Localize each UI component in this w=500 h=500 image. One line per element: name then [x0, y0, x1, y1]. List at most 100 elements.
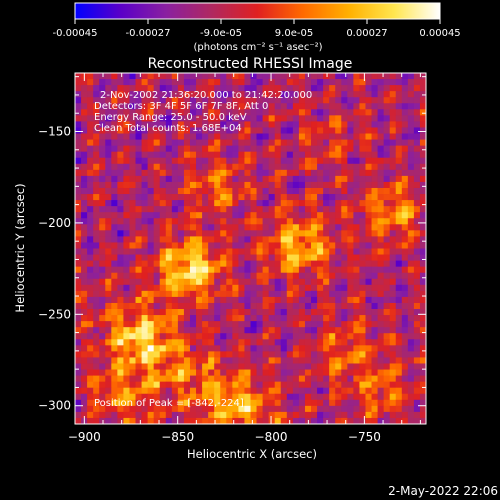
heatmap-cell	[365, 133, 372, 140]
heatmap-cell	[135, 97, 142, 104]
heatmap-cell	[323, 212, 330, 219]
heatmap-cell	[87, 145, 94, 153]
heatmap-cell	[189, 103, 197, 110]
heatmap-cell	[274, 387, 282, 395]
heatmap-cell	[268, 200, 276, 207]
heatmap-cell	[274, 302, 282, 310]
heatmap-cell	[323, 145, 330, 153]
heatmap-cell	[99, 145, 106, 153]
heatmap-cell	[256, 375, 263, 383]
heatmap-cell	[323, 121, 330, 128]
heatmap-cell	[298, 345, 306, 352]
heatmap-cell	[220, 399, 227, 407]
heatmap-cell	[159, 230, 167, 237]
heatmap-cell	[298, 272, 306, 280]
heatmap-cell	[365, 309, 372, 316]
heatmap-cell	[329, 399, 336, 407]
heatmap-cell	[389, 91, 397, 98]
heatmap-cell	[377, 139, 385, 147]
heatmap-cell	[171, 284, 179, 292]
heatmap-cell	[244, 121, 251, 128]
heatmap-cell	[389, 327, 397, 334]
heatmap-cell	[292, 97, 300, 104]
plot-frame	[74, 72, 427, 425]
heatmap-cell	[298, 296, 306, 304]
heatmap-cell	[214, 127, 221, 134]
heatmap-cell	[304, 181, 312, 189]
heatmap-cell	[111, 230, 118, 237]
heatmap-cell	[189, 375, 197, 383]
heatmap-cell	[407, 302, 415, 310]
heatmap-cell	[177, 363, 185, 370]
heatmap-cell	[117, 266, 124, 274]
heatmap-cell	[311, 109, 318, 116]
heatmap-cell	[280, 145, 288, 153]
heatmap-cell	[183, 393, 191, 401]
heatmap-cell	[341, 115, 348, 122]
heatmap-cell	[268, 230, 276, 237]
heatmap-cell	[87, 254, 94, 261]
heatmap-cell	[111, 375, 118, 383]
heatmap-cell	[183, 73, 191, 80]
heatmap-cell	[280, 187, 288, 195]
heatmap-cell	[202, 97, 209, 104]
heatmap-cell	[220, 181, 227, 189]
heatmap-cell	[371, 139, 378, 147]
heatmap-cell	[196, 248, 203, 255]
heatmap-cell	[159, 266, 167, 274]
heatmap-cell	[280, 157, 288, 165]
heatmap-cell	[171, 266, 179, 274]
heatmap-cell	[311, 230, 318, 237]
heatmap-cell	[311, 254, 318, 261]
heatmap-cell	[377, 417, 385, 424]
heatmap-cell	[75, 363, 82, 370]
heatmap-cell	[413, 254, 421, 261]
heatmap-cell	[256, 73, 263, 80]
heatmap-cell	[280, 200, 288, 207]
heatmap-cell	[298, 139, 306, 147]
heatmap-cell	[413, 85, 421, 92]
heatmap-cell	[311, 309, 318, 316]
heatmap-cell	[147, 175, 155, 183]
heatmap-cell	[292, 181, 300, 189]
heatmap-cell	[298, 200, 306, 207]
heatmap-cell	[304, 91, 312, 98]
heatmap-cell	[183, 302, 191, 310]
heatmap-cell	[226, 79, 233, 86]
heatmap-cell	[177, 73, 185, 80]
heatmap-cell	[87, 133, 94, 140]
heatmap-cell	[256, 290, 263, 298]
heatmap-cell	[262, 254, 270, 261]
heatmap-cell	[111, 139, 118, 147]
heatmap-cell	[280, 242, 288, 249]
heatmap-cell	[256, 187, 263, 195]
heatmap-cell	[286, 381, 294, 389]
heatmap-cell	[274, 405, 282, 413]
heatmap-cell	[220, 290, 227, 298]
heatmap-cell	[165, 309, 173, 316]
heatmap-cell	[87, 351, 94, 358]
heatmap-cell	[341, 169, 348, 177]
heatmap-cell	[141, 236, 149, 243]
heatmap-cell	[292, 375, 300, 383]
heatmap-cell	[226, 296, 233, 304]
heatmap-cell	[395, 248, 403, 255]
heatmap-cell	[347, 375, 354, 383]
heatmap-cell	[238, 272, 245, 280]
heatmap-cell	[395, 242, 403, 249]
heatmap-cell	[165, 133, 173, 140]
heatmap-cell	[232, 290, 239, 298]
heatmap-cell	[304, 345, 312, 352]
heatmap-cell	[153, 327, 161, 334]
heatmap-cell	[407, 333, 415, 340]
heatmap-cell	[419, 109, 426, 116]
heatmap-cell	[280, 194, 288, 201]
heatmap-cell	[274, 333, 282, 340]
heatmap-cell	[141, 266, 149, 274]
heatmap-cell	[304, 85, 312, 92]
colorbar-tick-label: 0.00027	[346, 28, 387, 39]
heatmap-cell	[335, 393, 342, 401]
heatmap-cell	[208, 309, 215, 316]
heatmap-cell	[214, 157, 221, 165]
heatmap-cell	[262, 242, 270, 249]
